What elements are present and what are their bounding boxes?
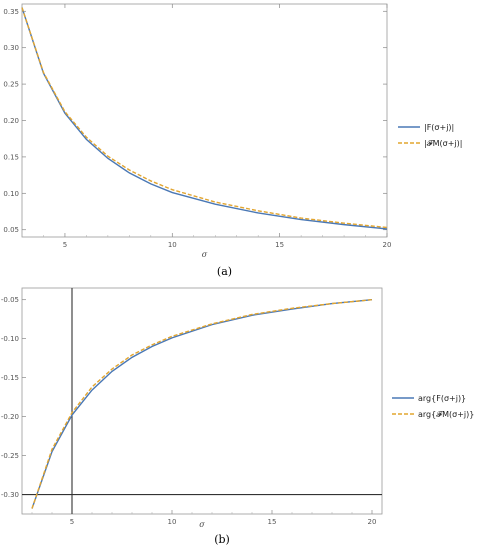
x-tick-label: 10 (168, 518, 177, 526)
x-tick-label: 15 (275, 241, 284, 249)
x-axis-label: σ (202, 250, 208, 259)
y-tick-label: 0.20 (3, 117, 19, 125)
plot-frame (21, 287, 383, 515)
y-tick-label: -0.20 (1, 413, 19, 421)
legend-label-1: |F(σ+j)| (424, 123, 454, 132)
series-line-2 (21, 7, 388, 229)
y-tick-label: -0.30 (1, 491, 19, 499)
x-tick-label: 5 (63, 241, 67, 249)
x-tick-label: 15 (268, 518, 277, 526)
y-tick-label: -0.10 (1, 335, 19, 343)
legend-label-2: |𝓕M(σ+j)| (424, 139, 462, 148)
y-tick-label: -0.05 (1, 296, 19, 304)
series-line-1 (31, 298, 373, 509)
y-tick-label: -0.15 (1, 374, 19, 382)
y-tick-label: 0.05 (3, 226, 19, 234)
x-axis-label: σ (199, 520, 205, 529)
x-tick-label: 20 (383, 241, 392, 249)
legend-label-2: arg{𝓕M(σ+j)} (418, 410, 474, 419)
figure-caption: (b) (214, 533, 230, 546)
chart-a: 5 10 15 20 0.05 0.10 0.15 0.20 0.25 0.30 0.35 |F(σ+… (3, 3, 462, 278)
y-tick-label: 0.15 (3, 153, 19, 161)
plot-frame (21, 3, 388, 238)
y-tick-label: 0.10 (3, 190, 19, 198)
series-line-1 (21, 7, 388, 230)
x-tick-label: 10 (168, 241, 177, 249)
y-tick-label: -0.25 (1, 452, 19, 460)
legend-label-1: arg{F(σ+j)} (418, 394, 466, 403)
y-tick-label: 0.25 (3, 81, 19, 89)
y-tick-label: 0.30 (3, 44, 19, 52)
y-tick-label: 0.35 (3, 8, 19, 16)
x-tick-label: 20 (368, 518, 377, 526)
chart-b: 5 10 15 20 -0.05 -0.10 -0.15 -0.20 -0.25 -0.30 arg… (1, 287, 474, 546)
figure-caption: (a) (217, 265, 232, 278)
x-tick-label: 5 (70, 518, 74, 526)
series-line-2 (31, 298, 373, 509)
